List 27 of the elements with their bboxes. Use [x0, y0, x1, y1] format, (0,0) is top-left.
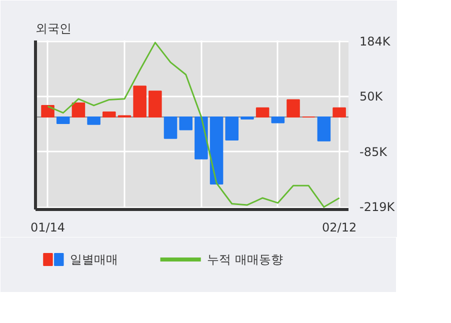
bar — [41, 104, 54, 118]
y-tick-label: -219K — [360, 200, 396, 214]
bar — [286, 99, 300, 118]
chart-title: 외국인 — [36, 22, 72, 36]
y-tick-label: 50K — [360, 89, 384, 104]
y-tick-label: 184K — [360, 34, 392, 48]
bar — [72, 102, 86, 118]
bar — [164, 116, 178, 139]
bar — [225, 116, 239, 141]
bar — [194, 116, 208, 160]
y-tick-label: -85K — [360, 144, 388, 159]
bar — [256, 107, 270, 118]
x-tick-label: 02/12 — [322, 220, 357, 234]
bar — [210, 116, 224, 185]
bar — [332, 107, 346, 118]
bar — [87, 116, 100, 125]
bar — [56, 116, 70, 124]
legend-label: 누적 매매동향 — [207, 252, 283, 266]
bar — [133, 86, 146, 118]
bar — [240, 116, 254, 120]
bar — [102, 112, 116, 118]
bar — [179, 116, 192, 130]
x-tick-label: 01/14 — [30, 220, 66, 234]
bar — [148, 90, 162, 118]
bar — [317, 116, 331, 142]
bar — [271, 116, 285, 124]
legend-label: 일별매매 — [70, 252, 118, 266]
